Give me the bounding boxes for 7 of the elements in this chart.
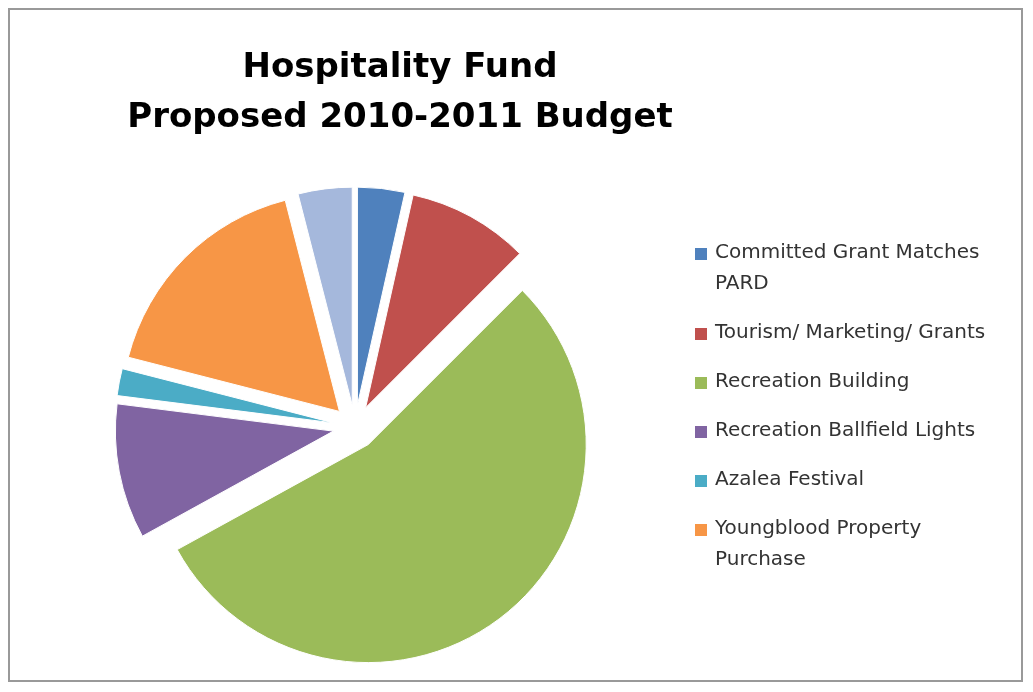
legend-label: Youngblood Property Purchase [715,514,923,572]
legend-label: Tourism/ Marketing/ Grants [715,318,986,345]
legend-label: Recreation Building [715,367,910,394]
chart-title: Hospitality Fund Proposed 2010-2011 Budget [126,44,674,137]
legend-label: Recreation Ballfield Lights [715,416,976,443]
legend-label: Azalea Festival [715,465,865,492]
legend-label: Committed Grant Matches PARD [715,238,981,296]
